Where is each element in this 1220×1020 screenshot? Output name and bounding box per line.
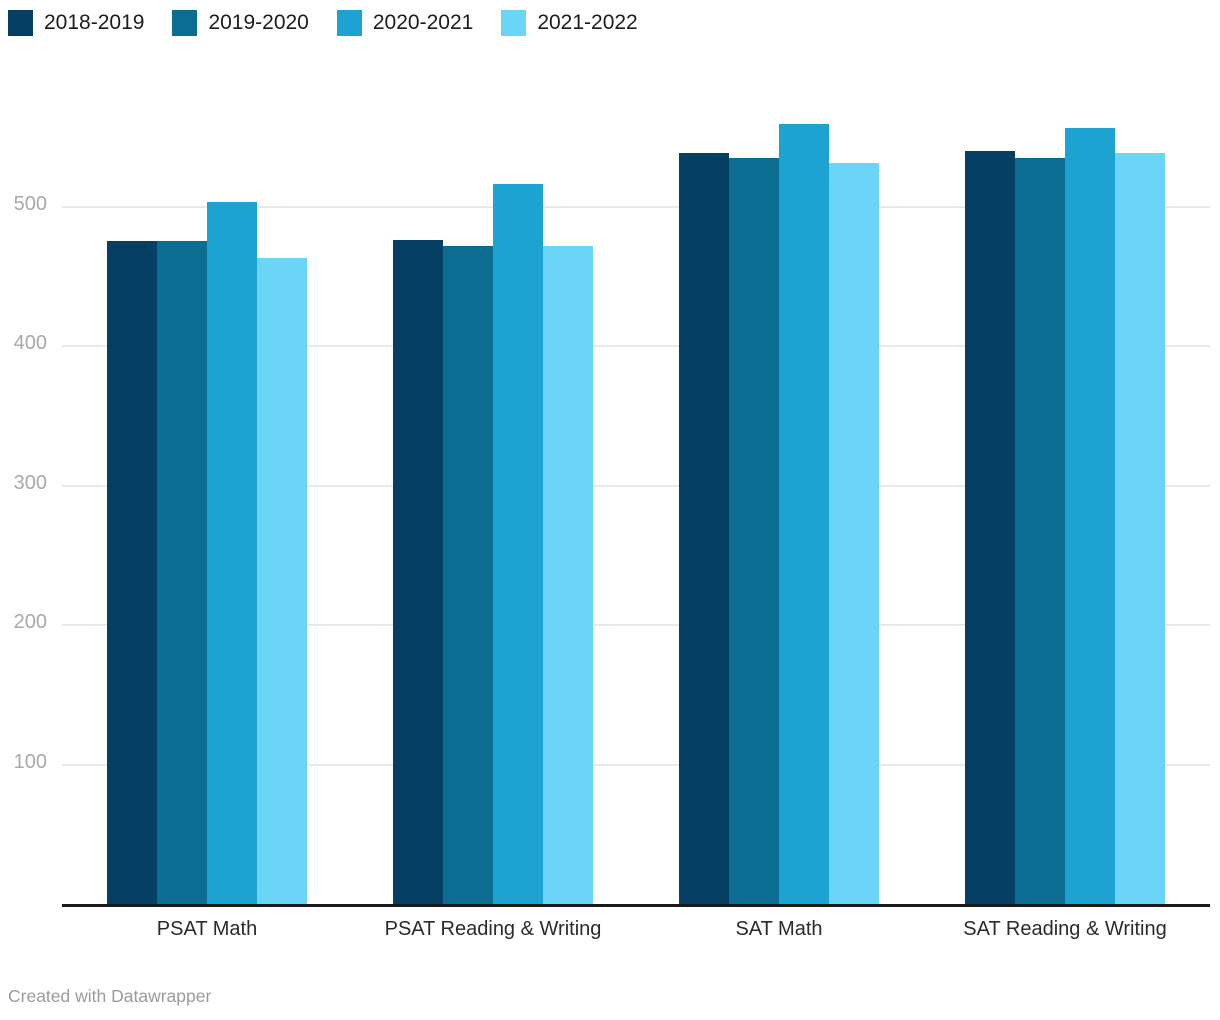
gridline-400	[62, 345, 1210, 347]
bar-psat-math-2018-2019[interactable]	[107, 241, 157, 904]
legend-item-2021-2022: 2021-2022	[501, 10, 638, 36]
bar-sat-math-2021-2022[interactable]	[829, 163, 879, 904]
x-axis-category-label: PSAT Math	[156, 918, 258, 940]
legend: 2018-2019 2019-2020 2020-2021 2021-2022	[8, 10, 638, 36]
y-tick-label-200: 200	[13, 611, 47, 633]
bar-psat-reading-writing-2021-2022[interactable]	[543, 245, 593, 904]
gridline-300	[62, 484, 1210, 487]
bar-psat-reading-writing-2020-2021[interactable]	[493, 184, 543, 904]
x-axis-line	[62, 904, 1210, 907]
y-tick-label-500: 500	[13, 192, 47, 215]
legend-label: 2020-2021	[372, 11, 474, 34]
legend-label: 2018-2019	[44, 11, 145, 34]
bar-psat-math-2020-2021[interactable]	[207, 202, 257, 904]
y-tick-label-400: 400	[13, 332, 47, 354]
gridline-200	[62, 624, 1210, 626]
x-axis-category-label: SAT Reading & Writing	[963, 918, 1167, 940]
bar-sat-reading-writing-2020-2021[interactable]	[1065, 128, 1115, 904]
x-axis-category-label: SAT Math	[735, 918, 823, 940]
bar-psat-reading-writing-2019-2020[interactable]	[443, 245, 493, 904]
bar-sat-reading-writing-2021-2022[interactable]	[1115, 153, 1165, 904]
bar-psat-reading-writing-2018-2019[interactable]	[393, 239, 443, 904]
legend-label: 2021-2022	[537, 11, 638, 34]
bar-sat-reading-writing-2019-2020[interactable]	[1015, 157, 1065, 904]
legend-item-2019-2020: 2019-2020	[172, 10, 309, 36]
x-axis-category-label: PSAT Reading & Writing	[384, 918, 602, 940]
gridline-100	[62, 763, 1210, 766]
bar-sat-reading-writing-2018-2019[interactable]	[965, 150, 1015, 904]
legend-label: 2019-2020	[208, 11, 309, 34]
y-tick-label-300: 300	[13, 471, 47, 494]
datawrapper-credit-link[interactable]: Created with Datawrapper	[8, 986, 212, 1006]
bar-psat-math-2021-2022[interactable]	[257, 258, 307, 904]
legend-item-2018-2019: 2018-2019	[8, 10, 144, 36]
legend-swatch-icon	[336, 10, 362, 36]
bar-sat-math-2018-2019[interactable]	[679, 153, 729, 904]
legend-swatch-icon	[172, 10, 198, 36]
bar-sat-math-2019-2020[interactable]	[729, 157, 779, 904]
bar-sat-math-2020-2021[interactable]	[779, 124, 829, 904]
gridline-500	[62, 205, 1210, 208]
legend-swatch-icon	[8, 10, 33, 36]
legend-swatch-icon	[501, 10, 527, 36]
bar-psat-math-2019-2020[interactable]	[157, 241, 207, 904]
y-tick-label-100: 100	[13, 750, 47, 773]
legend-item-2020-2021: 2020-2021	[336, 10, 474, 36]
